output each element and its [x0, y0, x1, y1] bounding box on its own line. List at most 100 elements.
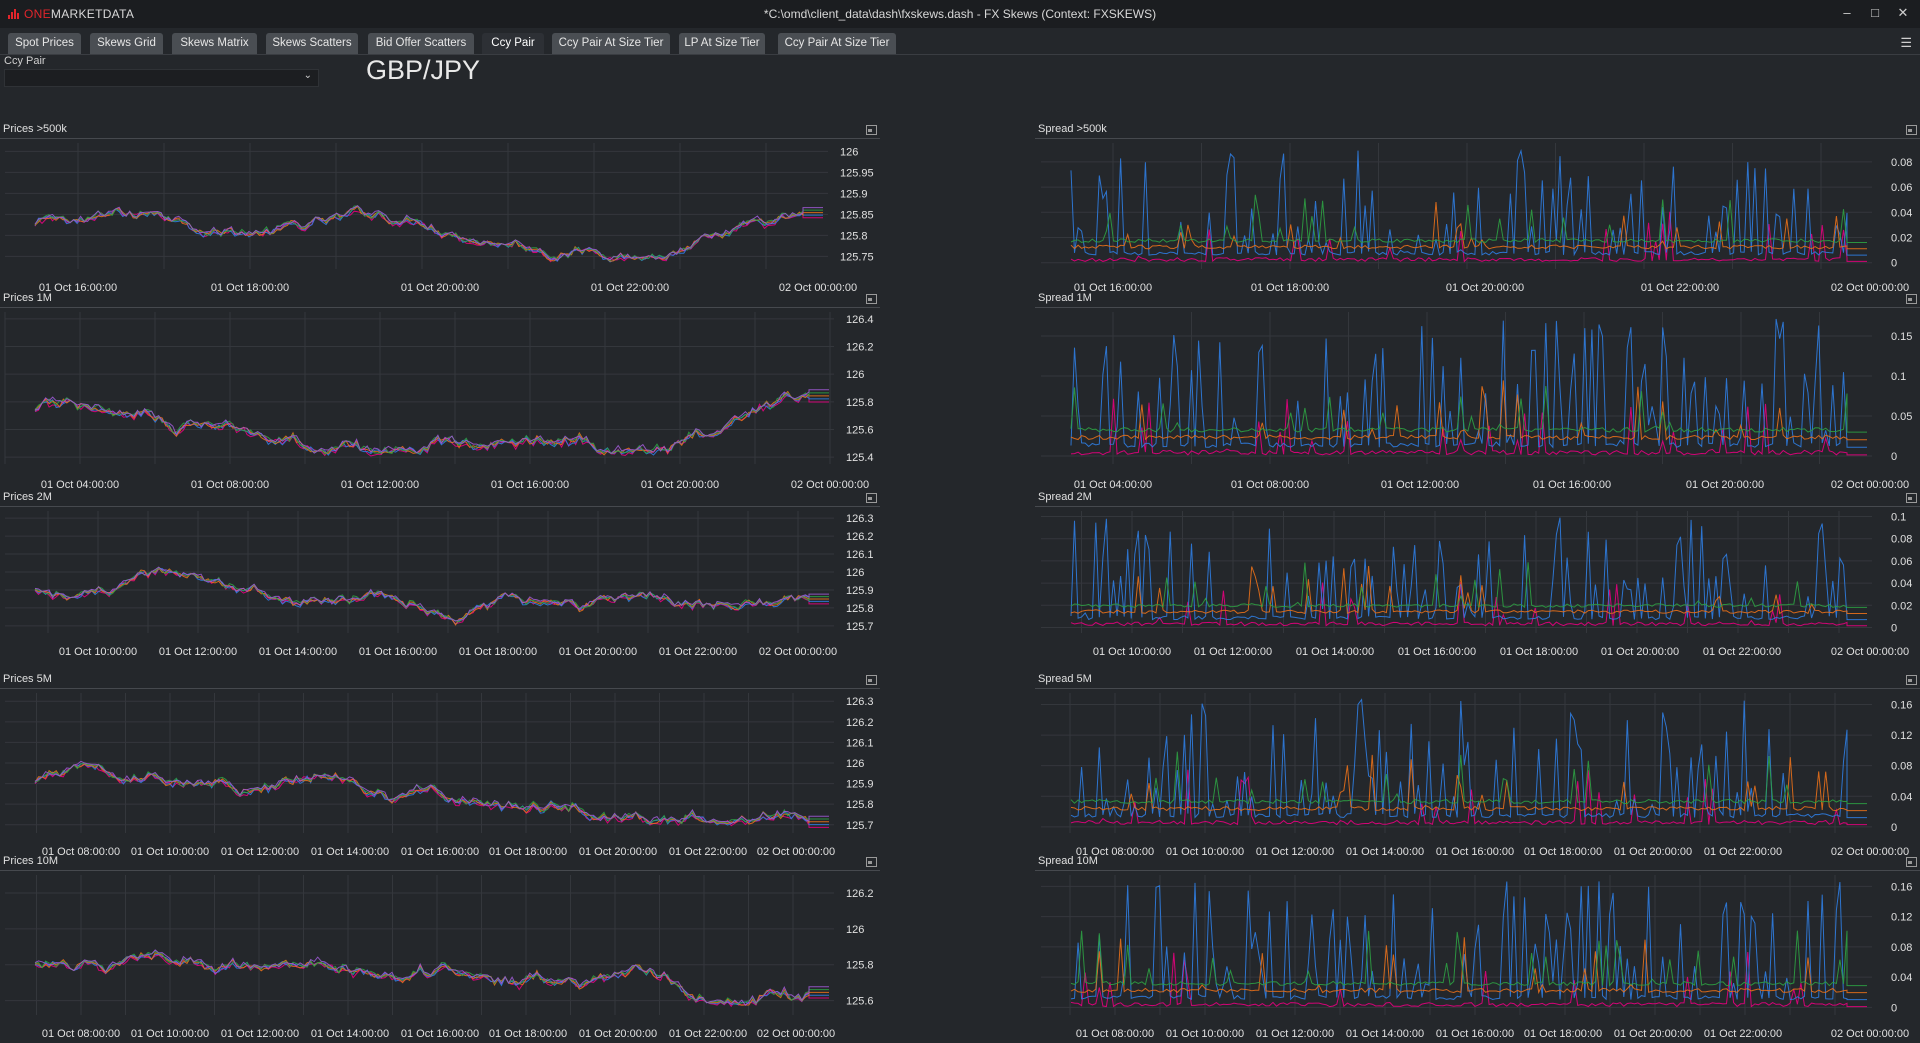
x-tick-label: 01 Oct 22:00:00 [591, 282, 669, 294]
y-tick-label: 126 [846, 369, 864, 381]
y-tick-label: 125.75 [840, 251, 874, 263]
maximize-panel-icon[interactable] [1906, 294, 1917, 304]
series-line [34, 393, 829, 457]
tab-ccy-pair[interactable]: Ccy Pair [482, 33, 544, 54]
series-line [34, 205, 823, 261]
close-icon[interactable]: ✕ [1897, 5, 1909, 20]
x-tick-label: 02 Oct 00:00:00 [759, 646, 837, 658]
series-line [1070, 211, 1867, 263]
maximize-panel-icon[interactable] [866, 857, 877, 867]
x-tick-label: 01 Oct 12:00:00 [1194, 646, 1272, 658]
tab-spot-prices[interactable]: Spot Prices [8, 33, 81, 54]
y-tick-label: 0.08 [1891, 157, 1912, 169]
maximize-panel-icon[interactable] [866, 675, 877, 685]
chart-title: Prices 2M [3, 491, 52, 503]
y-tick-label: 0.04 [1891, 207, 1912, 219]
series-line [34, 763, 829, 825]
x-tick-label: 01 Oct 04:00:00 [1074, 479, 1152, 491]
series-line [34, 389, 829, 454]
x-tick-label: 02 Oct 00:00:00 [757, 1028, 835, 1040]
y-tick-label: 0.02 [1891, 600, 1912, 612]
chart-title: Spread >500k [1038, 123, 1107, 135]
tab-ccy-pair-at-size-tier[interactable]: Ccy Pair At Size Tier [552, 33, 670, 54]
y-tick-label: 0.05 [1891, 411, 1912, 423]
chart-svg: 126.3 126.2 126.1 126 125.9 125.8 125.7 01 Oct … [5, 511, 874, 658]
y-tick-label: 125.8 [846, 397, 874, 409]
tab-bid-offer-scatters[interactable]: Bid Offer Scatters [368, 33, 474, 54]
series-line [1070, 566, 1867, 615]
minimize-icon[interactable]: – [1843, 5, 1851, 20]
tab-divider [0, 54, 1920, 55]
x-tick-label: 01 Oct 16:00:00 [1533, 479, 1611, 491]
menu-icon[interactable]: ☰ [1900, 35, 1912, 50]
x-tick-label: 02 Oct 00:00:00 [1831, 1028, 1909, 1040]
x-tick-label: 02 Oct 00:00:00 [1831, 479, 1909, 491]
chart-title-rule [0, 870, 880, 871]
maximize-panel-icon[interactable] [1906, 125, 1917, 135]
x-tick-label: 01 Oct 18:00:00 [459, 646, 537, 658]
chart-panel-s5m: Spread 5M 0.16 0.12 0.08 0.04 0 01 Oct 08:00:0… [1035, 673, 1920, 861]
ccy-pair-select[interactable]: ⌄ [4, 69, 319, 87]
y-tick-label: 125.7 [846, 621, 874, 633]
x-tick-label: 01 Oct 04:00:00 [41, 479, 119, 491]
chart-title-rule [0, 688, 880, 689]
series-line [34, 390, 829, 456]
series-line [34, 568, 829, 625]
y-tick-label: 0.04 [1891, 972, 1912, 984]
y-tick-label: 126 [846, 758, 864, 770]
chart-panel-s500k: Spread >500k 0.08 0.06 0.04 0.02 0 01 Oct 16:0… [1035, 123, 1920, 297]
tab-skews-grid[interactable]: Skews Grid [90, 33, 163, 54]
x-tick-label: 01 Oct 20:00:00 [579, 1028, 657, 1040]
chart-svg: 126.4 126.2 126 125.8 125.6 125.4 01 Oct 04:00… [4, 312, 874, 491]
maximize-panel-icon[interactable] [1906, 675, 1917, 685]
chart-svg: 0.08 0.06 0.04 0.02 0 01 Oct 16:00:00 01 Oct 1… [1041, 143, 1912, 294]
x-tick-label: 01 Oct 18:00:00 [1524, 846, 1602, 858]
maximize-panel-icon[interactable] [866, 493, 877, 503]
x-tick-label: 01 Oct 18:00:00 [489, 846, 567, 858]
tab-skews-scatters[interactable]: Skews Scatters [266, 33, 358, 54]
app-logo: ONE MARKETDATA [8, 7, 134, 21]
x-tick-label: 01 Oct 14:00:00 [1346, 846, 1424, 858]
logo-text-red: ONE [24, 7, 51, 21]
chart-title: Prices >500k [3, 123, 67, 135]
series-line [34, 566, 829, 623]
y-tick-label: 0 [1891, 822, 1897, 834]
y-tick-label: 125.7 [846, 820, 874, 832]
x-tick-label: 01 Oct 10:00:00 [59, 646, 137, 658]
y-tick-label: 0.15 [1891, 331, 1912, 343]
tab-lp-at-size-tier[interactable]: LP At Size Tier [679, 33, 765, 54]
x-tick-label: 01 Oct 12:00:00 [159, 646, 237, 658]
chart-svg: 126 125.95 125.9 125.85 125.8 125.75 01 Oct 16… [5, 143, 874, 294]
series-line [34, 567, 829, 626]
x-tick-label: 01 Oct 10:00:00 [131, 1028, 209, 1040]
y-tick-label: 0.06 [1891, 182, 1912, 194]
y-tick-label: 126.1 [846, 549, 874, 561]
y-tick-label: 0.08 [1891, 942, 1912, 954]
maximize-panel-icon[interactable] [1906, 493, 1917, 503]
y-tick-label: 0.16 [1891, 699, 1912, 711]
series-line [34, 760, 829, 824]
tab-ccy-pair-at-size-tier-2[interactable]: Ccy Pair At Size Tier [778, 33, 896, 54]
title-bar: ONE MARKETDATA *C:\omd\client_data\dash\f… [0, 0, 1920, 28]
series-line [1070, 562, 1867, 609]
y-tick-label: 125.4 [846, 452, 874, 464]
maximize-panel-icon[interactable] [866, 125, 877, 135]
tab-skews-matrix[interactable]: Skews Matrix [172, 33, 257, 54]
maximize-panel-icon[interactable] [1906, 857, 1917, 867]
x-tick-label: 01 Oct 22:00:00 [1704, 846, 1782, 858]
y-tick-label: 0 [1891, 1002, 1897, 1014]
chart-panel-p5m: Prices 5M 126.3 126.2 126.1 126 125.9 125.8 125… [0, 673, 880, 861]
y-tick-label: 126.4 [846, 314, 874, 326]
series-line [1070, 930, 1867, 987]
series-line [1070, 318, 1867, 449]
chart-panel-p1m: Prices 1M 126.4 126.2 126 125.8 125.6 125.4 01 … [0, 292, 880, 494]
series-line [34, 567, 829, 626]
y-tick-label: 126.1 [846, 737, 874, 749]
chart-panel-s1m: Spread 1M 0.15 0.1 0.05 0 01 Oct 04:00:00 01 O… [1035, 292, 1920, 494]
maximize-icon[interactable]: □ [1871, 5, 1879, 20]
maximize-panel-icon[interactable] [866, 294, 877, 304]
chart-panel-s2m: Spread 2M 0.1 0.08 0.06 0.04 0.02 0 01 Oct 10:0… [1035, 491, 1920, 661]
y-tick-label: 126.2 [846, 888, 874, 900]
y-tick-label: 126.3 [846, 513, 874, 525]
x-tick-label: 01 Oct 16:00:00 [1436, 1028, 1514, 1040]
